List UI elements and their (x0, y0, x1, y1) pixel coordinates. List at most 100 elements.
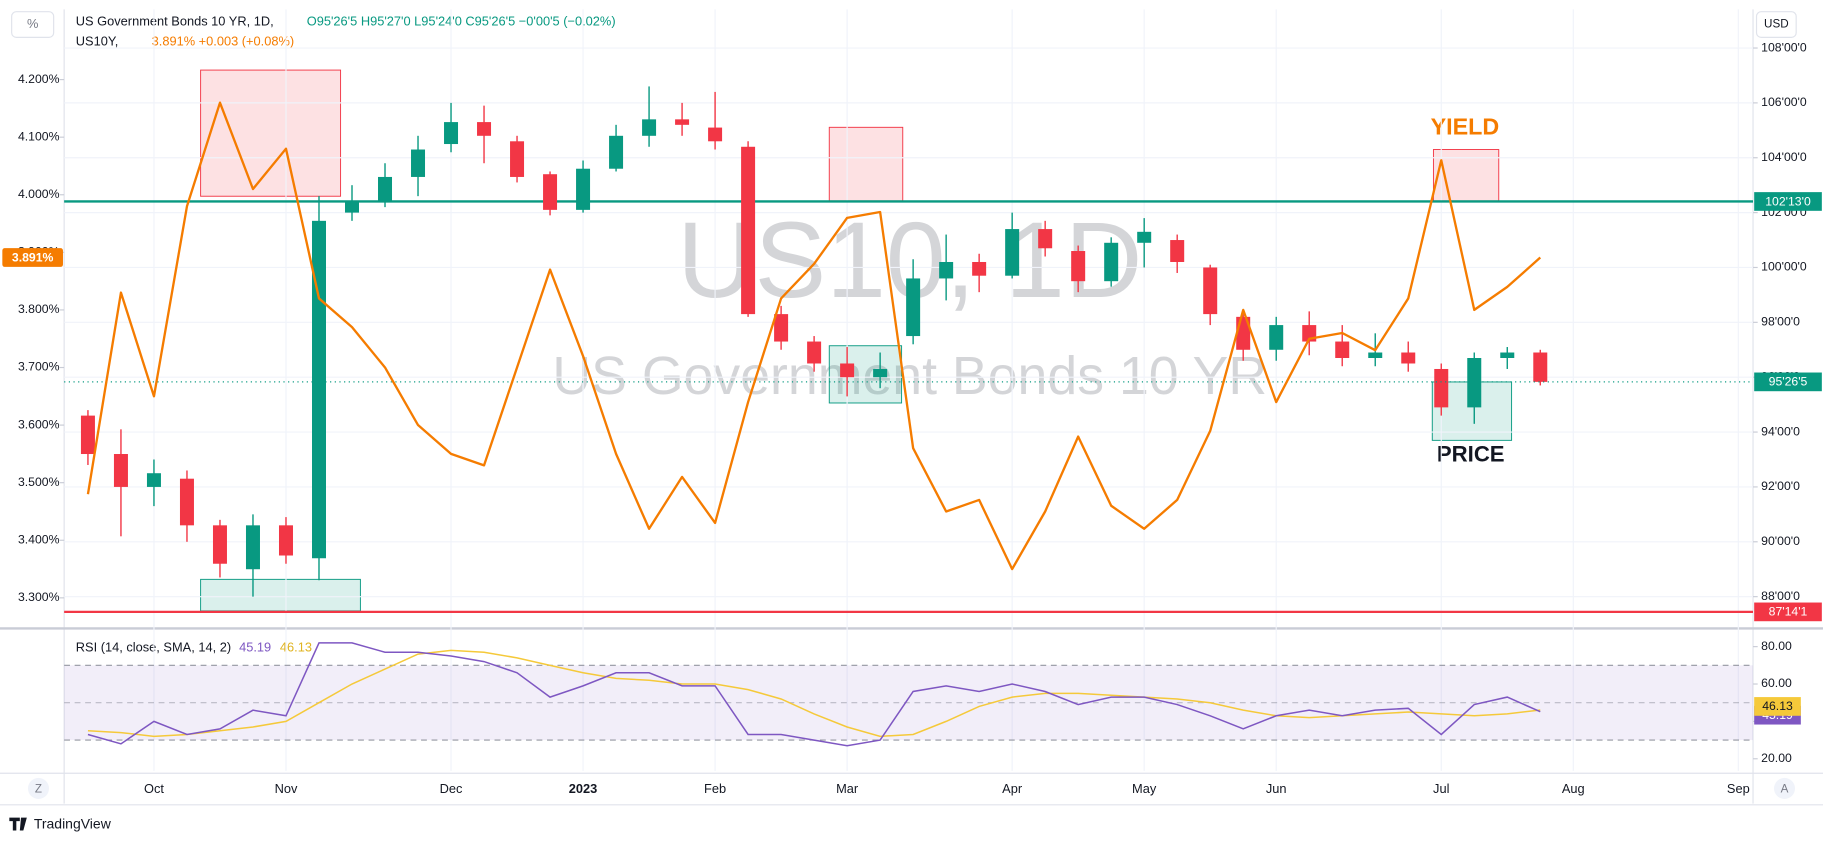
candle-body (807, 341, 822, 364)
x-tick-label: Dec (440, 781, 463, 796)
x-tick-label: Oct (144, 781, 164, 796)
price-tick-label: 92'00'0 (1761, 479, 1800, 493)
yield-line (86, 101, 1542, 571)
ohlc-legend: O95'26'5 H95'27'0 L95'24'0 C95'26'5 −0'0… (307, 14, 616, 29)
highlight-box (200, 69, 342, 197)
rsi-tick-label: 80.00 (1761, 639, 1792, 653)
candle-body (477, 122, 492, 136)
candle-body (708, 127, 723, 142)
price-tick-label: 104'00'0 (1761, 150, 1807, 164)
x-tick-label: May (1132, 781, 1157, 796)
candle-body (873, 368, 888, 378)
candle-body (411, 149, 426, 177)
yield-tick-label: 3.300% (18, 590, 60, 604)
price-tick-label: 106'00'0 (1761, 95, 1807, 109)
highlight-box (828, 126, 904, 202)
candle-body (278, 525, 293, 556)
candle-body (906, 278, 921, 337)
candle-body (1203, 267, 1218, 315)
candle-body (345, 201, 360, 213)
candle-body (80, 415, 95, 455)
last-price-badge (1754, 372, 1822, 392)
yield-tick-label: 3.500% (18, 475, 60, 489)
symbol-legend: US Government Bonds 10 YR, 1D, (76, 14, 274, 29)
candle-body (1005, 229, 1020, 276)
button-label: A (1781, 783, 1789, 796)
button-label: Z (35, 783, 42, 796)
x-tick-label: Jul (1433, 781, 1449, 796)
candle-body (378, 176, 393, 202)
yield-tick-label: 3.700% (18, 360, 60, 374)
x-tick-label: Aug (1562, 781, 1585, 796)
candle-body (179, 478, 194, 526)
unit-button[interactable] (11, 11, 55, 38)
rsi-legend-value: 45.19 (239, 640, 271, 655)
candle-body (642, 119, 657, 136)
unit-button[interactable] (1755, 11, 1797, 38)
rsi-legend-value: 46.13 (280, 640, 312, 655)
price-tick-label: 100'00'0 (1761, 260, 1807, 274)
price-tick-label: 94'00'0 (1761, 424, 1800, 438)
candle-body (1467, 358, 1482, 408)
logo-mark (9, 817, 27, 831)
unit-label: % (27, 16, 38, 31)
rsi-tick-label: 60.00 (1761, 676, 1792, 690)
price-tick-label: 88'00'0 (1761, 589, 1800, 603)
watermark-description: US Government Bonds 10 YR (552, 346, 1267, 406)
candle-body (543, 174, 558, 210)
candle-body (675, 119, 690, 125)
last-value-badge (2, 248, 63, 267)
unit-label: USD (1764, 18, 1789, 31)
candle-body (972, 261, 987, 276)
candle-body (510, 141, 525, 177)
price-tick-label: 90'00'0 (1761, 534, 1800, 548)
candle-body (741, 146, 756, 315)
candle-body (1038, 229, 1053, 249)
candle-body (609, 135, 624, 169)
candle-body (1401, 352, 1416, 364)
candle-body (1269, 325, 1284, 350)
level-badge (1754, 192, 1822, 211)
x-tick-label: Nov (275, 781, 298, 796)
candle-body (840, 363, 855, 378)
candle-body (1335, 341, 1350, 359)
yield-tick-label: 4.100% (18, 129, 60, 143)
candle-body (576, 168, 591, 210)
candle-body (212, 525, 227, 564)
candle-body (1500, 352, 1515, 359)
candle-body (1533, 352, 1548, 382)
candle-body (1434, 368, 1449, 408)
candle-body (1071, 251, 1086, 282)
zoom-button[interactable] (27, 777, 49, 799)
annotation: YIELD (1431, 114, 1500, 140)
candle-body (1137, 231, 1152, 243)
candle-body (1170, 240, 1185, 262)
brand-name: TradingView (34, 815, 112, 831)
x-tick-label: Sep (1727, 781, 1750, 796)
price-tick-label: 98'00'0 (1761, 315, 1800, 329)
x-tick-label: Apr (1002, 781, 1023, 796)
series-legend-value: 3.891% +0.003 (+0.08%) (152, 33, 295, 48)
x-tick-label: Mar (836, 781, 859, 796)
yield-tick-label: 3.400% (18, 532, 60, 546)
rsi-value-label: 46.13 (1762, 699, 1793, 713)
candle-body (1104, 242, 1119, 282)
candle-body (939, 261, 954, 279)
yield-tick-label: 3.600% (18, 417, 60, 431)
rsi-ma-line (87, 649, 1541, 738)
x-tick-label: 2023 (569, 781, 598, 796)
yield-tick-label: 4.200% (18, 72, 60, 86)
yield-tick-label: 4.000% (18, 187, 60, 201)
candle-body (444, 122, 459, 145)
candle-body (113, 454, 128, 487)
level-label: 102'13'0 (1765, 194, 1811, 208)
yield-tick-label: 3.800% (18, 302, 60, 316)
level-badge (1754, 602, 1822, 622)
candle-body (311, 220, 326, 559)
annotation: PRICE (1437, 441, 1505, 466)
brand-logo[interactable]: TradingView (9, 815, 112, 831)
x-tick-label: Feb (704, 781, 726, 796)
auto-button[interactable] (1774, 777, 1796, 799)
